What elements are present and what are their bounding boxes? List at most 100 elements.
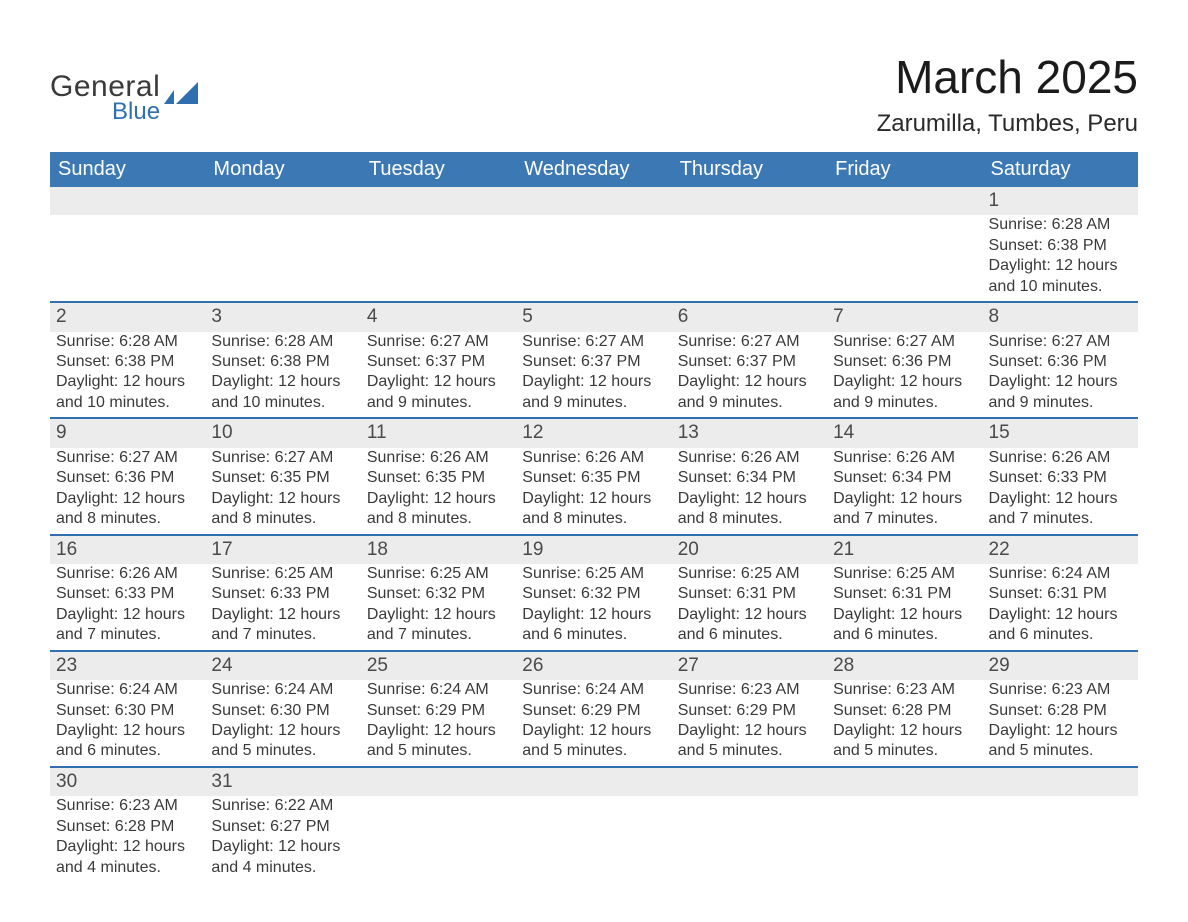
day-sunset: Sunset: 6:36 PM (989, 352, 1132, 372)
day-sunset: Sunset: 6:32 PM (522, 584, 665, 604)
day-cell: Sunrise: 6:28 AMSunset: 6:38 PMDaylight:… (983, 215, 1138, 302)
day-cell: Sunrise: 6:27 AMSunset: 6:36 PMDaylight:… (827, 332, 982, 419)
day-daylight2: and 8 minutes. (211, 509, 354, 529)
brand-word-blue: Blue (112, 98, 160, 126)
day-sunrise: Sunrise: 6:23 AM (833, 680, 976, 700)
daynum-row: 1 (50, 187, 1138, 215)
day-daylight1: Daylight: 12 hours (989, 489, 1132, 509)
day-daylight1: Daylight: 12 hours (211, 372, 354, 392)
day-cell: Sunrise: 6:23 AMSunset: 6:28 PMDaylight:… (983, 680, 1138, 767)
daynum-row: 9101112131415 (50, 419, 1138, 447)
day-number: 22 (983, 536, 1138, 564)
day-daylight2: and 7 minutes. (56, 625, 199, 645)
day-number: 21 (827, 536, 982, 564)
day-daylight1: Daylight: 12 hours (522, 489, 665, 509)
calendar-body: 1Sunrise: 6:28 AMSunset: 6:38 PMDaylight… (50, 187, 1138, 882)
day-sunset: Sunset: 6:29 PM (678, 701, 821, 721)
day-daylight2: and 7 minutes. (833, 509, 976, 529)
day-cell: Sunrise: 6:28 AMSunset: 6:38 PMDaylight:… (50, 332, 205, 419)
day-sunrise: Sunrise: 6:28 AM (989, 215, 1132, 235)
day-number: 7 (827, 303, 982, 331)
day-number: 17 (205, 536, 360, 564)
day-sunset: Sunset: 6:29 PM (367, 701, 510, 721)
day-cell: Sunrise: 6:27 AMSunset: 6:37 PMDaylight:… (516, 332, 671, 419)
day-sunset: Sunset: 6:29 PM (522, 701, 665, 721)
day-number: 31 (205, 768, 360, 796)
day-cell: Sunrise: 6:26 AMSunset: 6:35 PMDaylight:… (361, 448, 516, 535)
day-daylight1: Daylight: 12 hours (833, 372, 976, 392)
day-daylight1: Daylight: 12 hours (56, 489, 199, 509)
day-daylight1: Daylight: 12 hours (367, 372, 510, 392)
day-sunrise: Sunrise: 6:27 AM (522, 332, 665, 352)
day-daylight2: and 9 minutes. (367, 393, 510, 413)
day-cell (205, 215, 360, 302)
detail-row: Sunrise: 6:27 AMSunset: 6:36 PMDaylight:… (50, 448, 1138, 535)
day-cell: Sunrise: 6:26 AMSunset: 6:33 PMDaylight:… (50, 564, 205, 651)
day-number: 8 (983, 303, 1138, 331)
day-number: 1 (983, 187, 1138, 215)
day-daylight1: Daylight: 12 hours (989, 256, 1132, 276)
day-sunrise: Sunrise: 6:26 AM (989, 448, 1132, 468)
day-daylight2: and 6 minutes. (522, 625, 665, 645)
day-sunrise: Sunrise: 6:26 AM (367, 448, 510, 468)
day-cell: Sunrise: 6:26 AMSunset: 6:35 PMDaylight:… (516, 448, 671, 535)
day-daylight2: and 6 minutes. (56, 741, 199, 761)
day-cell: Sunrise: 6:24 AMSunset: 6:31 PMDaylight:… (983, 564, 1138, 651)
day-number: 19 (516, 536, 671, 564)
day-cell: Sunrise: 6:24 AMSunset: 6:29 PMDaylight:… (361, 680, 516, 767)
day-sunrise: Sunrise: 6:24 AM (989, 564, 1132, 584)
day-daylight1: Daylight: 12 hours (367, 605, 510, 625)
day-daylight2: and 10 minutes. (211, 393, 354, 413)
day-daylight2: and 7 minutes. (989, 509, 1132, 529)
dayname-friday: Friday (827, 152, 982, 187)
day-daylight1: Daylight: 12 hours (522, 372, 665, 392)
day-sunset: Sunset: 6:35 PM (367, 468, 510, 488)
day-sunrise: Sunrise: 6:25 AM (367, 564, 510, 584)
day-daylight2: and 9 minutes. (989, 393, 1132, 413)
day-cell (672, 215, 827, 302)
day-cell: Sunrise: 6:24 AMSunset: 6:30 PMDaylight:… (205, 680, 360, 767)
day-daylight2: and 9 minutes. (522, 393, 665, 413)
detail-row: Sunrise: 6:23 AMSunset: 6:28 PMDaylight:… (50, 796, 1138, 882)
detail-row: Sunrise: 6:26 AMSunset: 6:33 PM Daylight:… (50, 564, 1138, 651)
day-daylight1: Daylight: 12 hours (56, 372, 199, 392)
day-daylight2: and 8 minutes. (56, 509, 199, 529)
day-daylight1: Daylight: 12 hours (678, 721, 821, 741)
day-daylight2: and 7 minutes. (367, 625, 510, 645)
day-cell: Sunrise: 6:22 AMSunset: 6:27 PMDaylight:… (205, 796, 360, 882)
day-cell: Sunrise: 6:25 AMSunset: 6:33 PMDaylight:… (205, 564, 360, 651)
day-daylight2: and 4 minutes. (56, 858, 199, 878)
day-sunset: Sunset: 6:30 PM (56, 701, 199, 721)
day-daylight1: Daylight: 12 hours (833, 721, 976, 741)
day-daylight1: Daylight: 12 hours (678, 372, 821, 392)
day-daylight2: and 5 minutes. (678, 741, 821, 761)
day-number: 20 (672, 536, 827, 564)
day-number: 26 (516, 652, 671, 680)
day-sunset: Sunset: 6:38 PM (56, 352, 199, 372)
flag-icon (164, 82, 198, 104)
page-subtitle: Zarumilla, Tumbes, Peru (877, 110, 1138, 138)
day-cell (361, 796, 516, 882)
day-sunset: Sunset: 6:34 PM (678, 468, 821, 488)
day-cell: Sunrise: 6:25 AMSunset: 6:32 PMDaylight:… (516, 564, 671, 651)
day-sunset: Sunset: 6:33 PM (56, 584, 199, 604)
day-number: 23 (50, 652, 205, 680)
day-sunset: Sunset: 6:33 PM (989, 468, 1132, 488)
day-cell (50, 215, 205, 302)
day-sunset: Sunset: 6:34 PM (833, 468, 976, 488)
detail-row: Sunrise: 6:28 AMSunset: 6:38 PMDaylight:… (50, 215, 1138, 302)
day-sunset: Sunset: 6:31 PM (989, 584, 1132, 604)
day-daylight2: and 9 minutes. (678, 393, 821, 413)
header-row: General Blue March 2025 Zarumilla, Tumbe… (50, 40, 1138, 138)
day-number: 13 (672, 419, 827, 447)
day-cell: Sunrise: 6:24 AMSunset: 6:30 PMDaylight:… (50, 680, 205, 767)
day-sunrise: Sunrise: 6:23 AM (678, 680, 821, 700)
day-sunrise: Sunrise: 6:26 AM (56, 564, 199, 584)
day-sunset: Sunset: 6:35 PM (211, 468, 354, 488)
day-number (205, 187, 360, 215)
day-sunrise: Sunrise: 6:28 AM (56, 332, 199, 352)
day-daylight1: Daylight: 12 hours (989, 721, 1132, 741)
day-daylight1: Daylight: 12 hours (56, 721, 199, 741)
calendar-header: SundayMondayTuesdayWednesdayThursdayFrid… (50, 152, 1138, 187)
day-daylight2: and 5 minutes. (989, 741, 1132, 761)
